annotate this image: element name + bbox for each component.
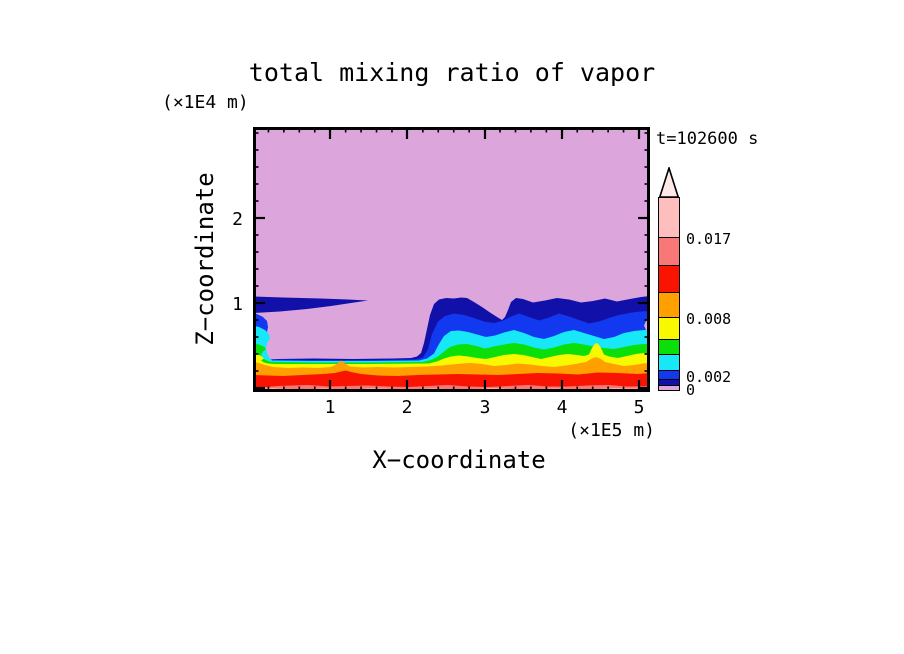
colorbar-label: 0.002 (686, 368, 732, 386)
colorbar-segments (658, 197, 680, 391)
colorbar-segment (659, 386, 679, 390)
colorbar-segment (659, 318, 679, 340)
z-axis-unit-note: (×1E4 m) (162, 92, 249, 113)
x-axis-unit-note: (×1E5 m) (568, 420, 655, 441)
x-axis-title: X−coordinate (372, 446, 546, 474)
colorbar-overflow-arrow-icon (658, 167, 680, 198)
plot-frame (253, 127, 650, 392)
colorbar-segment (659, 293, 679, 318)
colorbar-label: 0.008 (686, 310, 732, 328)
x-tick-label: 4 (556, 397, 568, 418)
x-tick-label: 2 (401, 397, 413, 418)
z-tick-label: 1 (232, 294, 243, 315)
colorbar-segment (659, 266, 679, 293)
time-annotation: t=102600 s (656, 129, 759, 149)
colorbar-segment (659, 238, 679, 266)
contour-overlay-navy-wedge (253, 296, 368, 313)
colorbar-segment (659, 371, 679, 380)
colorbar-label: 0.017 (686, 230, 732, 248)
colorbar-label: 0 (686, 381, 696, 399)
contour-plot (253, 127, 650, 392)
x-tick-label: 3 (479, 397, 491, 418)
page-title: total mixing ratio of vapor (248, 58, 656, 87)
colorbar-segment (659, 355, 679, 371)
z-tick-label: 2 (232, 209, 243, 230)
x-tick-label: 1 (324, 397, 336, 418)
z-axis-title: Z−coordinate (191, 172, 219, 346)
colorbar-segment (659, 198, 679, 238)
x-tick-label: 5 (633, 397, 645, 418)
colorbar-segment (659, 380, 679, 386)
colorbar-segment (659, 340, 679, 355)
